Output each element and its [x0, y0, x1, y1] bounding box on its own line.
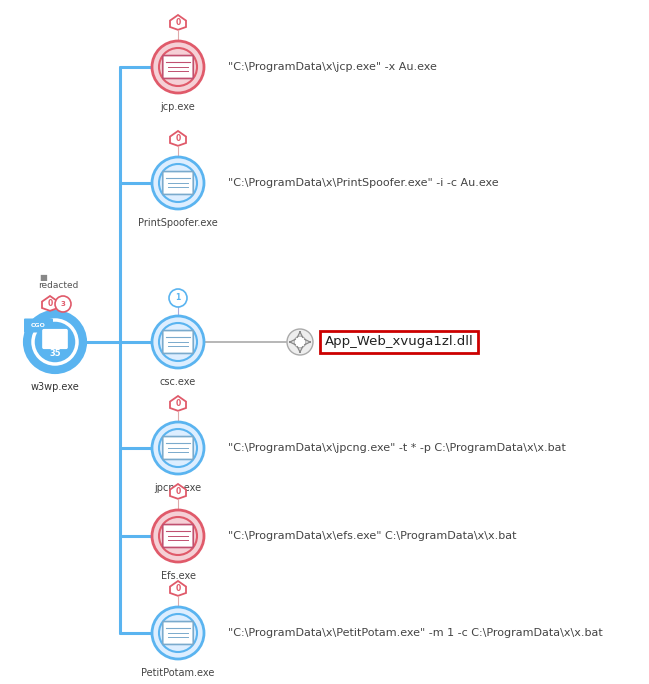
Text: csc.exe: csc.exe	[160, 377, 196, 387]
Circle shape	[152, 510, 204, 562]
Text: 0: 0	[175, 134, 180, 143]
Circle shape	[152, 422, 204, 474]
Text: 0: 0	[47, 299, 53, 308]
FancyBboxPatch shape	[163, 525, 193, 547]
Circle shape	[169, 289, 187, 307]
Circle shape	[25, 312, 85, 372]
Text: Efs.exe: Efs.exe	[160, 571, 195, 581]
Circle shape	[159, 48, 197, 86]
Text: jpcng.exe: jpcng.exe	[154, 483, 202, 493]
Text: PrintSpoofer.exe: PrintSpoofer.exe	[138, 218, 218, 228]
Text: 35: 35	[49, 349, 61, 358]
Circle shape	[152, 607, 204, 659]
Circle shape	[159, 323, 197, 361]
Circle shape	[159, 429, 197, 467]
FancyBboxPatch shape	[163, 622, 193, 644]
Text: 0: 0	[175, 399, 180, 408]
Circle shape	[152, 157, 204, 209]
FancyBboxPatch shape	[43, 330, 67, 348]
Circle shape	[152, 316, 204, 368]
Text: "C:\ProgramData\x\PrintSpoofer.exe" -i -c Au.exe: "C:\ProgramData\x\PrintSpoofer.exe" -i -…	[228, 178, 498, 188]
Circle shape	[159, 164, 197, 202]
Text: "C:\ProgramData\x\jcp.exe" -x Au.exe: "C:\ProgramData\x\jcp.exe" -x Au.exe	[228, 62, 437, 72]
Text: w3wp.exe: w3wp.exe	[31, 382, 79, 392]
Text: ■: ■	[39, 273, 47, 282]
Circle shape	[287, 329, 313, 355]
Text: jcp.exe: jcp.exe	[160, 102, 195, 112]
FancyBboxPatch shape	[163, 172, 193, 194]
Polygon shape	[170, 396, 186, 411]
Text: App_Web_xvuga1zl.dll: App_Web_xvuga1zl.dll	[325, 335, 474, 349]
Circle shape	[152, 41, 204, 93]
Polygon shape	[42, 296, 58, 311]
Polygon shape	[170, 15, 186, 30]
Text: 0: 0	[175, 18, 180, 27]
FancyBboxPatch shape	[163, 436, 193, 460]
Circle shape	[55, 296, 71, 312]
FancyBboxPatch shape	[24, 319, 53, 332]
Text: 0: 0	[175, 487, 180, 496]
Text: PetitPotam.exe: PetitPotam.exe	[141, 668, 215, 678]
Text: "C:\ProgramData\x\jpcng.exe" -t * -p C:\ProgramData\x\x.bat: "C:\ProgramData\x\jpcng.exe" -t * -p C:\…	[228, 443, 566, 453]
Polygon shape	[170, 581, 186, 596]
Text: "C:\ProgramData\x\efs.exe" C:\ProgramData\x\x.bat: "C:\ProgramData\x\efs.exe" C:\ProgramDat…	[228, 531, 517, 541]
Polygon shape	[170, 131, 186, 146]
FancyBboxPatch shape	[163, 330, 193, 354]
FancyBboxPatch shape	[163, 55, 193, 79]
Text: redacted: redacted	[38, 281, 78, 290]
Circle shape	[294, 336, 306, 348]
Polygon shape	[170, 484, 186, 499]
Text: CGO: CGO	[31, 323, 46, 328]
Circle shape	[159, 614, 197, 652]
Text: 3: 3	[60, 301, 66, 307]
Text: "C:\ProgramData\x\PetitPotam.exe" -m 1 -c C:\ProgramData\x\x.bat: "C:\ProgramData\x\PetitPotam.exe" -m 1 -…	[228, 628, 603, 638]
Circle shape	[159, 517, 197, 555]
Text: 1: 1	[175, 293, 180, 302]
Circle shape	[33, 320, 77, 364]
Text: 0: 0	[175, 584, 180, 593]
